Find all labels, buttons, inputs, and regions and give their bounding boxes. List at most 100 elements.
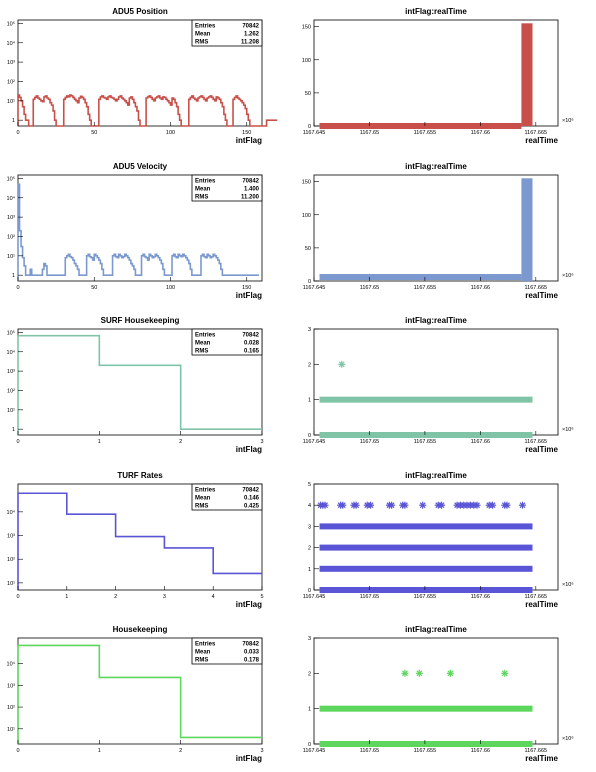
x-tick-label: 1167.66 xyxy=(471,594,490,600)
x-axis-label: realTime xyxy=(525,291,558,300)
y-tick-label: 10¹ xyxy=(7,99,15,105)
x-tick-label: 1167.655 xyxy=(414,439,437,445)
star-marker xyxy=(352,501,360,509)
x-axis-label: realTime xyxy=(525,600,558,609)
x-axis-label: realTime xyxy=(525,445,558,454)
x-tick-label: 1167.65 xyxy=(360,130,379,136)
stats-value: 11.200 xyxy=(241,195,260,201)
y-tick-label: 1 xyxy=(12,118,15,124)
y-tick-label: 50 xyxy=(305,91,311,97)
chart-panel-7: intFlag:realTime 1167.645 1167.65 1167.655 1… xyxy=(303,471,574,609)
star-marker xyxy=(401,501,409,509)
y-tick-label: 150 xyxy=(302,180,311,186)
x-tick-label: 0 xyxy=(16,748,19,754)
y-tick-label: 10⁴ xyxy=(7,195,16,202)
y-tick-label: 10¹ xyxy=(7,727,15,733)
x-tick-label: 1167.645 xyxy=(303,748,326,754)
plot-frame xyxy=(313,174,559,282)
star-marker xyxy=(388,501,396,509)
x-tick-label: 1167.665 xyxy=(525,594,548,600)
x-tick-label: 1167.645 xyxy=(303,594,326,600)
point-band-2 xyxy=(319,544,533,551)
y-tick-label: 10³ xyxy=(7,683,15,689)
stats-value: 0.028 xyxy=(244,341,260,347)
x-multiplier: ×10⁶ xyxy=(562,581,574,588)
stats-label: Entries xyxy=(195,488,216,494)
x-tick-label: 1 xyxy=(98,748,101,754)
chart-title: TURF Rates xyxy=(117,471,163,480)
y-tick-label: 10³ xyxy=(7,369,15,375)
star-marker xyxy=(367,501,375,509)
x-tick-label: 1167.665 xyxy=(525,439,548,445)
x-tick-label: 50 xyxy=(91,130,97,136)
stats-label: Entries xyxy=(195,179,216,185)
x-tick-label: 0 xyxy=(16,130,19,136)
y-tick-label: 10² xyxy=(7,705,15,711)
y-tick-label: 100 xyxy=(302,213,311,219)
stats-value: 70842 xyxy=(242,179,259,185)
y-tick-label: 10¹ xyxy=(7,581,15,587)
y-tick-label: 10² xyxy=(7,79,15,85)
stats-box: Entries 70842 Mean 0.033 RMS 0.178 xyxy=(191,637,263,665)
x-multiplier: ×10⁶ xyxy=(562,272,574,279)
x-axis-label: intFlag xyxy=(236,754,262,763)
y-tick-label: 2 xyxy=(308,362,311,368)
chart-title: ADU5 Velocity xyxy=(113,162,168,171)
chart-title: intFlag:realTime xyxy=(405,316,467,325)
x-tick-label: 1167.665 xyxy=(525,285,548,291)
x-tick-label: 1167.645 xyxy=(303,285,326,291)
stats-value: 70842 xyxy=(242,24,259,30)
x-tick-label: 1167.645 xyxy=(303,439,326,445)
star-marker xyxy=(519,501,527,509)
x-tick-label: 0 xyxy=(16,594,19,600)
y-tick-label: 3 xyxy=(308,524,311,530)
y-tick-label: 2 xyxy=(308,671,311,677)
plot-frame xyxy=(313,328,559,436)
x-tick-label: 1167.655 xyxy=(414,594,437,600)
point-spike xyxy=(521,23,533,126)
y-tick-label: 10⁵ xyxy=(7,329,15,336)
x-tick-label: 1 xyxy=(65,594,68,600)
point-band-3 xyxy=(319,523,533,530)
point-band-0 xyxy=(319,432,533,438)
star-marker xyxy=(401,669,409,677)
x-tick-label: 150 xyxy=(242,285,251,291)
x-tick-label: 1167.66 xyxy=(471,285,490,291)
y-tick-label: 10¹ xyxy=(7,408,15,414)
y-tick-label: 1 xyxy=(308,707,311,713)
stats-label: Mean xyxy=(195,496,211,502)
x-tick-label: 1167.645 xyxy=(303,130,326,136)
star-marker xyxy=(473,501,481,509)
chart-panel-1: intFlag:realTime 1167.645 1167.65 1167.655 1… xyxy=(302,7,574,145)
point-band-0 xyxy=(319,274,522,281)
x-tick-label: 1 xyxy=(98,439,101,445)
star-marker xyxy=(339,501,347,509)
x-tick-label: 2 xyxy=(114,594,117,600)
stats-value: 11.208 xyxy=(241,40,260,46)
x-tick-label: 1167.665 xyxy=(525,130,548,136)
stats-value: 70842 xyxy=(242,333,259,339)
point-band-0 xyxy=(319,741,533,747)
y-tick-label: 10³ xyxy=(7,215,15,221)
y-tick-label: 3 xyxy=(308,327,311,333)
x-tick-label: 3 xyxy=(163,594,166,600)
star-marker xyxy=(438,501,446,509)
x-axis-label: realTime xyxy=(525,136,558,145)
stats-box: Entries 70842 Mean 0.146 RMS 0.425 xyxy=(191,483,263,511)
stats-value: 1.262 xyxy=(244,32,260,38)
star-marker xyxy=(489,501,497,509)
star-marker xyxy=(338,360,346,368)
chart-title: SURF Housekeeping xyxy=(101,316,180,325)
chart-title: intFlag:realTime xyxy=(405,162,467,171)
histogram-line xyxy=(17,644,262,744)
stats-value: 70842 xyxy=(242,642,259,648)
stats-box: Entries 70842 Mean 0.028 RMS 0.165 xyxy=(191,328,263,356)
x-axis-label: intFlag xyxy=(236,600,262,609)
y-tick-label: 150 xyxy=(302,25,311,31)
x-tick-label: 1167.665 xyxy=(525,748,548,754)
